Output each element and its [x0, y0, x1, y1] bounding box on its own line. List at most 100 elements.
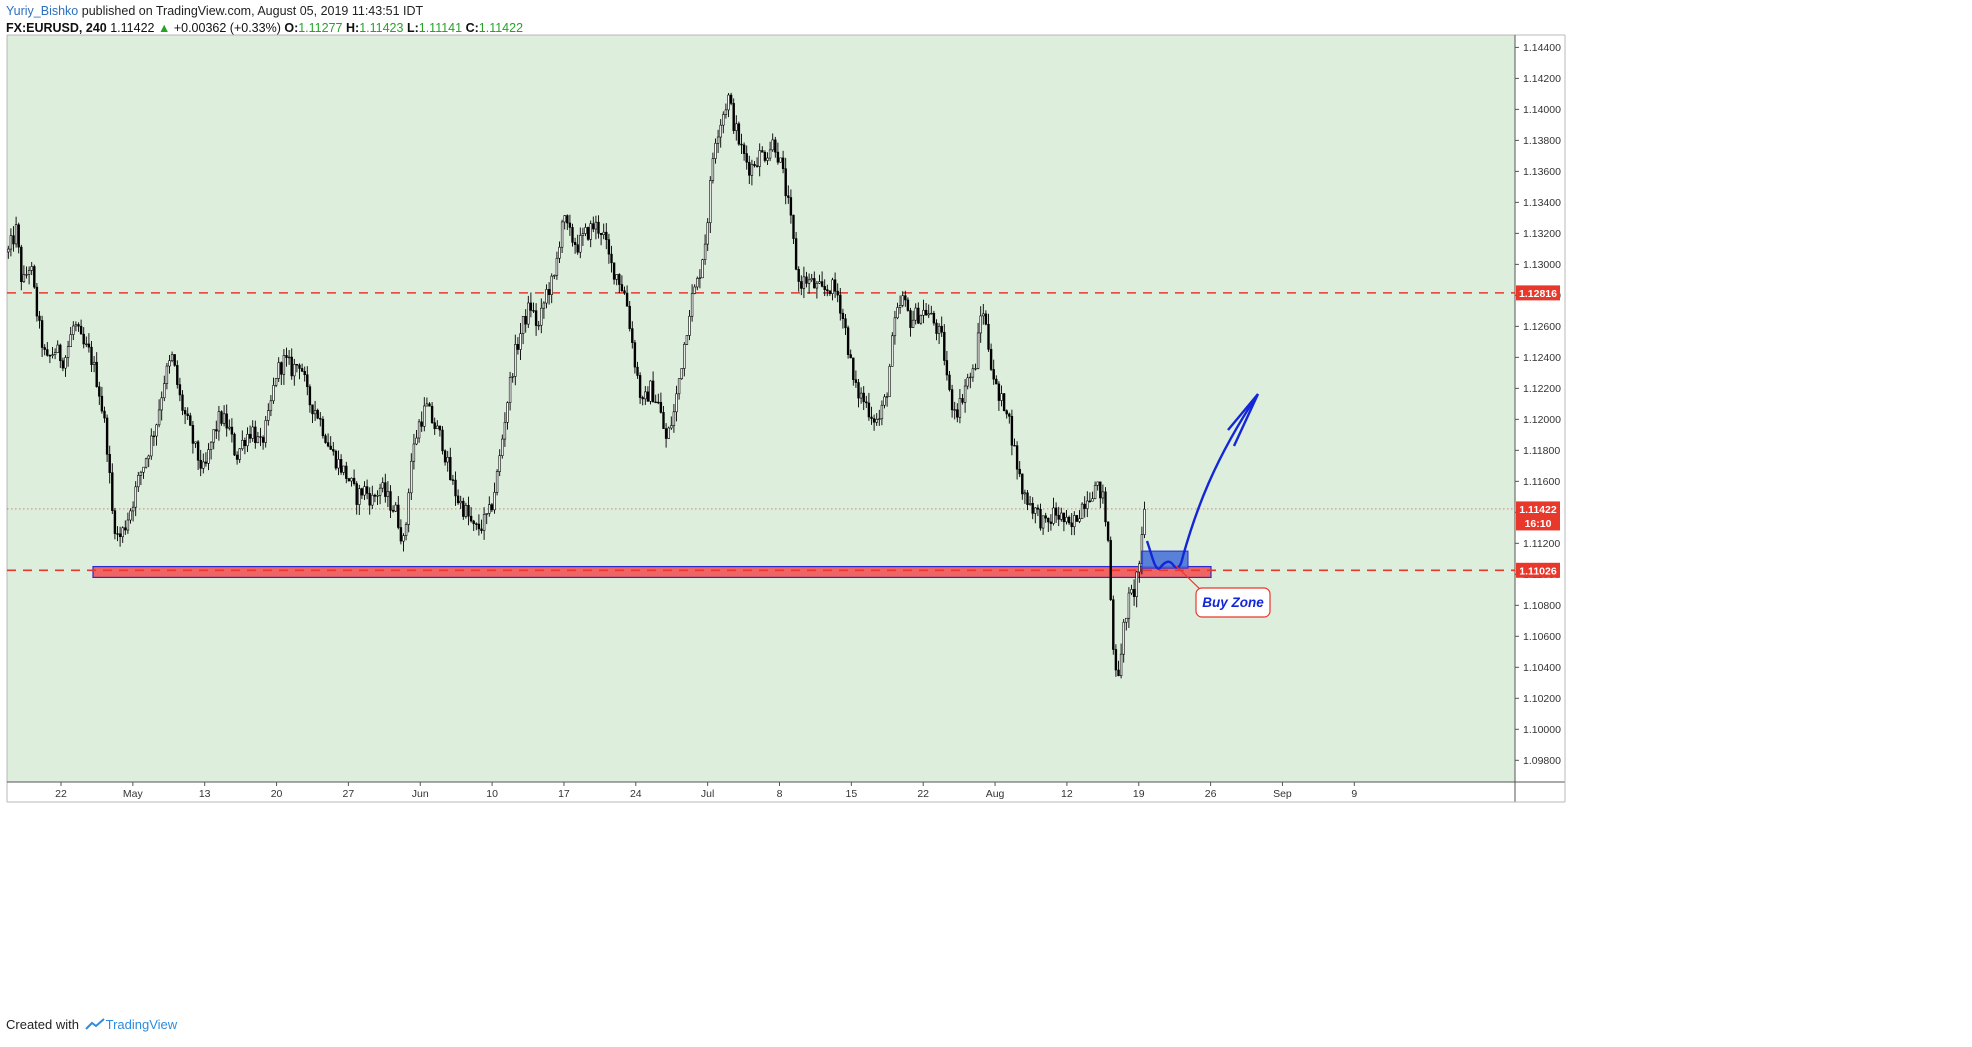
candle-body — [129, 510, 132, 521]
candle-body — [1002, 393, 1006, 411]
time-tick-label: Aug — [986, 788, 1005, 800]
candle-body — [1104, 491, 1107, 523]
price-tick-label: 1.13400 — [1523, 197, 1561, 209]
price-tick-label: 1.10600 — [1523, 631, 1561, 643]
candle-body — [880, 404, 884, 420]
candle-body — [160, 397, 163, 411]
arrow-head-icon — [1227, 393, 1260, 447]
candle-body — [339, 459, 343, 473]
candle-body — [287, 356, 291, 359]
candle-body — [342, 465, 345, 473]
time-tick-label: 13 — [199, 788, 211, 800]
candle-body — [831, 279, 834, 294]
candle-body — [176, 365, 179, 385]
candle-body — [459, 500, 462, 504]
candle-body — [407, 492, 410, 525]
candle-body — [285, 355, 288, 358]
price-axis-panel — [1515, 35, 1565, 782]
candle-body — [774, 139, 777, 153]
candle-body — [841, 312, 845, 319]
current-price-label: 1.11422 16:10 — [1516, 501, 1560, 531]
candle-body — [680, 368, 683, 380]
candle-body — [324, 435, 327, 443]
candle-body — [1125, 617, 1128, 623]
candle-body — [503, 422, 507, 440]
candle-body — [545, 289, 548, 304]
candle-body — [750, 164, 754, 176]
candle-body — [170, 354, 174, 362]
candle-body — [64, 357, 67, 369]
candle-body — [300, 368, 304, 372]
candle-body — [857, 382, 860, 399]
candle-body — [1065, 516, 1068, 523]
candle-body — [1130, 589, 1133, 594]
candle-body — [412, 443, 416, 462]
time-tick-label: 22 — [917, 788, 929, 800]
time-tick-label: 9 — [1351, 788, 1357, 800]
candle-body — [399, 527, 403, 542]
tradingview-link[interactable]: TradingView — [105, 1017, 178, 1032]
candle-body — [456, 495, 460, 504]
time-tick-label: 15 — [846, 788, 858, 800]
candle-body — [425, 403, 429, 407]
candle-body — [937, 325, 941, 334]
candle-body — [579, 235, 582, 253]
published-text: published on TradingView.com, August 05,… — [81, 4, 424, 18]
candle-body — [69, 334, 72, 348]
candle-body — [950, 389, 954, 411]
candle-body — [1023, 492, 1027, 495]
candle-body — [79, 325, 83, 335]
candle-body — [1028, 503, 1032, 505]
candle-body — [30, 266, 33, 271]
candle-body — [404, 524, 408, 536]
candle-body — [131, 506, 135, 512]
candle-body — [943, 331, 946, 361]
candle-body — [207, 449, 210, 464]
candle-body — [878, 418, 881, 420]
candle-body — [488, 504, 491, 514]
candle-body — [165, 365, 169, 384]
candle-body — [698, 277, 702, 279]
candle-body — [771, 139, 774, 151]
candle-body — [1052, 507, 1055, 524]
candle-body — [885, 396, 889, 398]
candle-body — [38, 315, 41, 321]
candle-body — [191, 425, 195, 444]
candle-body — [217, 411, 221, 432]
price-tick-label: 1.13000 — [1523, 259, 1561, 271]
candle-body — [709, 180, 712, 223]
candle-body — [727, 94, 730, 111]
candle-body — [995, 378, 998, 385]
candle-body — [51, 354, 54, 356]
candle-body — [729, 94, 733, 104]
candle-body — [914, 307, 917, 321]
candle-body — [209, 441, 213, 450]
candle-body — [904, 295, 907, 301]
candle-body — [105, 417, 109, 455]
candle-body — [703, 243, 707, 261]
candle-body — [589, 223, 592, 240]
candle-body — [168, 360, 171, 367]
candle-body — [924, 309, 928, 316]
author-link[interactable]: Yuriy_Bishko — [6, 4, 79, 18]
candle-body — [194, 441, 197, 444]
price-tick-label: 1.13800 — [1523, 135, 1561, 147]
candle-body — [571, 227, 574, 243]
candle-body — [1106, 521, 1110, 541]
candle-body — [134, 486, 137, 508]
buy-zone-callout — [1195, 587, 1271, 618]
candle-body — [911, 319, 915, 328]
candle-body — [612, 262, 616, 280]
candle-body — [290, 356, 293, 377]
candle-body — [865, 401, 868, 404]
candle-body — [371, 494, 374, 506]
candle-body — [737, 123, 741, 145]
candle-body — [553, 274, 556, 277]
candle-body — [391, 510, 395, 512]
candle-body — [118, 533, 122, 538]
candle-body — [352, 477, 356, 484]
candle-body — [711, 158, 715, 181]
price-tick-label: 1.12600 — [1523, 321, 1561, 333]
candle-body — [313, 409, 317, 415]
